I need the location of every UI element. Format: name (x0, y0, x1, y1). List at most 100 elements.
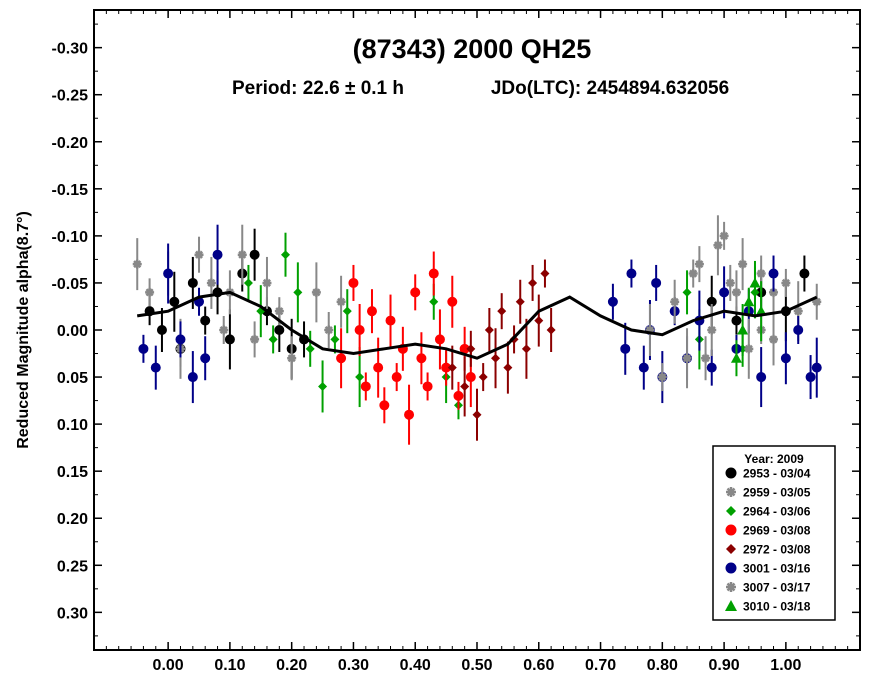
data-point (793, 325, 804, 335)
data-point (453, 390, 464, 401)
data-point (515, 297, 525, 307)
data-point (422, 381, 433, 392)
data-point (355, 372, 365, 382)
x-tick-label: 0.80 (647, 657, 678, 674)
data-point (521, 344, 531, 354)
data-point (713, 240, 723, 250)
data-point (366, 306, 377, 317)
data-point (132, 259, 142, 269)
data-point (540, 269, 550, 279)
data-point (354, 325, 365, 335)
data-points-group (132, 215, 822, 445)
data-point (224, 334, 235, 345)
data-point (756, 372, 767, 383)
fit-curve-group (136, 290, 818, 360)
x-tick-label: 0.00 (153, 657, 184, 674)
data-point (434, 334, 445, 345)
data-point (756, 269, 766, 279)
data-point (731, 315, 742, 326)
data-point (657, 372, 667, 382)
legend-marker (726, 544, 736, 554)
data-point (330, 334, 340, 344)
data-point (219, 325, 229, 335)
data-point (163, 268, 174, 279)
data-point (769, 334, 779, 344)
data-point (737, 324, 749, 335)
y-tick-label: 0.20 (57, 511, 88, 528)
data-point (404, 409, 415, 420)
series-group (447, 259, 556, 441)
series-group (730, 260, 767, 377)
data-point (793, 306, 803, 316)
y-tick-label: -0.10 (52, 229, 89, 246)
y-tick-label: -0.20 (52, 135, 89, 152)
legend-marker (725, 524, 737, 536)
y-tick-label: 0.25 (57, 558, 88, 575)
data-point (410, 287, 421, 298)
data-point (725, 278, 735, 288)
data-point (682, 353, 692, 363)
data-point (730, 352, 742, 363)
data-point (391, 372, 402, 383)
data-point (769, 287, 779, 297)
y-tick-label: -0.25 (52, 88, 89, 105)
legend-marker (725, 562, 737, 574)
data-point (447, 296, 458, 307)
x-tick-label: 0.20 (276, 657, 307, 674)
data-point (200, 353, 211, 364)
y-tick-label: 0.15 (57, 464, 88, 481)
data-point (385, 315, 396, 326)
data-point (799, 268, 810, 279)
data-point (528, 278, 538, 288)
data-point (187, 372, 198, 383)
data-point (706, 362, 717, 373)
legend-items: 2953 - 03/04 2959 - 03/05 2964 - 03/06 2969… (725, 467, 811, 614)
y-tick-label: 0.05 (57, 370, 88, 387)
data-point (305, 344, 315, 354)
data-point (682, 287, 692, 297)
data-point (138, 343, 149, 354)
data-point (360, 381, 371, 392)
data-point (169, 296, 180, 307)
data-point (324, 325, 334, 335)
data-point (670, 297, 680, 307)
data-point (626, 268, 637, 279)
data-point (250, 334, 260, 344)
data-point (416, 353, 427, 364)
series-group (132, 215, 822, 381)
data-point (379, 400, 390, 411)
data-point (465, 372, 476, 383)
data-point (805, 372, 816, 383)
data-point (781, 278, 791, 288)
data-point (478, 372, 488, 382)
data-point (491, 353, 501, 363)
legend-title: Year: 2009 (744, 452, 804, 466)
data-point (262, 278, 272, 288)
data-point (744, 344, 754, 354)
x-tick-label: 0.40 (400, 657, 431, 674)
y-tick-label: -0.05 (52, 276, 89, 293)
data-point (701, 353, 711, 363)
y-tick-label: 0.10 (57, 417, 88, 434)
x-tick-label: 0.90 (709, 657, 740, 674)
data-point (719, 231, 729, 241)
legend-marker (726, 506, 736, 516)
period-label: Period: 22.6 ± 0.1 h (232, 78, 404, 99)
x-tick-label: 0.10 (214, 657, 245, 674)
y-axis-label: Reduced Magnitude alpha(8.7°) (15, 211, 32, 449)
legend-label: 2964 - 03/06 (743, 505, 811, 519)
data-point (694, 259, 704, 269)
data-point (731, 287, 741, 297)
data-point (812, 297, 822, 307)
data-point (336, 297, 346, 307)
data-point (688, 269, 698, 279)
data-point (150, 362, 161, 373)
data-point (620, 343, 631, 354)
x-axis-ticks: 0.00 0.10 0.20 0.30 0.40 0.50 0.60 0.70 0.80 0.90… (105, 10, 849, 674)
x-tick-label: 1.00 (770, 657, 801, 674)
y-tick-label: -0.30 (52, 41, 89, 58)
data-point (274, 325, 285, 335)
data-point (719, 287, 730, 298)
data-point (293, 287, 303, 297)
